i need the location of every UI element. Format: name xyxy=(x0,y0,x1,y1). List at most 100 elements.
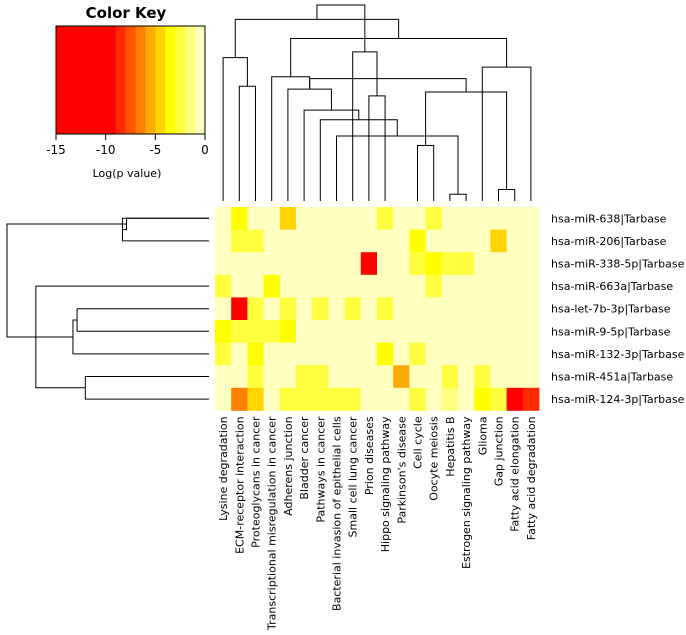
row-labels: hsa-miR-638|Tarbase hsa-miR-206|Tarbase hs… xyxy=(551,212,685,406)
row-label: hsa-let-7b-3p|Tarbase xyxy=(551,303,671,316)
heatmap-cell xyxy=(247,229,264,253)
heatmap-cell xyxy=(409,252,426,276)
dendrogram-branch xyxy=(498,189,516,201)
heatmap-cell xyxy=(231,365,248,389)
dendrogram-branch xyxy=(319,119,398,201)
column-label: Oocyte meiosis xyxy=(428,416,441,501)
heatmap-cell xyxy=(360,207,378,230)
heatmap-cell xyxy=(296,387,313,411)
heatmap-cell xyxy=(506,342,524,366)
heatmap-cell xyxy=(328,274,345,298)
dendrogram-branch xyxy=(222,57,248,201)
heatmap-cell xyxy=(425,342,443,366)
heatmap-cell xyxy=(312,387,329,411)
heatmap-cell xyxy=(409,297,426,321)
heatmap-cell xyxy=(215,297,232,321)
color-key-title: Color Key xyxy=(86,4,167,22)
heatmap-cell xyxy=(377,252,394,276)
heatmap-cell xyxy=(474,252,491,276)
heatmap-cell xyxy=(441,297,459,321)
heatmap-cell xyxy=(247,387,264,411)
heatmap-cell xyxy=(441,252,459,276)
heatmap-cell xyxy=(522,342,540,366)
row-label: hsa-miR-132-3p|Tarbase xyxy=(551,348,685,361)
heatmap-cell xyxy=(312,229,329,253)
color-key-swatch xyxy=(145,26,156,134)
dendrogram-branch xyxy=(309,78,467,92)
heatmap-cell xyxy=(441,274,459,298)
row-label: hsa-miR-638|Tarbase xyxy=(551,212,667,225)
heatmap-cell xyxy=(377,274,394,298)
row-dendrogram xyxy=(6,217,209,400)
heatmap-cell xyxy=(409,320,426,343)
heatmap-cell xyxy=(474,297,491,321)
heatmap-cell xyxy=(328,207,345,230)
column-label: Transcriptional misregulation in cancer xyxy=(266,416,279,631)
color-key-swatch xyxy=(165,26,176,134)
heatmap-cell xyxy=(263,252,281,276)
heatmap-cell xyxy=(328,320,345,343)
heatmap-cell xyxy=(360,274,378,298)
heatmap-cell xyxy=(458,229,475,253)
heatmap-cell xyxy=(312,365,329,389)
heatmap-cell xyxy=(296,342,313,366)
heatmap-cell xyxy=(263,342,281,366)
dendrogram-branch xyxy=(287,88,332,201)
heatmap-cell xyxy=(312,274,329,298)
heatmap-cell xyxy=(215,342,232,366)
heatmap-cell xyxy=(296,320,313,343)
row-label: hsa-miR-206|Tarbase xyxy=(551,235,667,248)
heatmap-cell xyxy=(344,365,362,389)
heatmap-cell xyxy=(458,207,475,230)
heatmap-cell xyxy=(247,274,264,298)
column-labels: Lysine degradation ECM-receptor interacti… xyxy=(217,416,538,631)
heatmap-cell xyxy=(425,207,443,230)
heatmap-cell xyxy=(458,342,475,366)
heatmap-cell xyxy=(312,252,329,276)
heatmap-cell xyxy=(231,229,248,253)
row-label: hsa-miR-338-5p|Tarbase xyxy=(551,258,685,271)
column-dendrogram xyxy=(222,4,532,201)
dendrogram-branch xyxy=(238,85,256,201)
heatmap-cell xyxy=(344,342,362,366)
heatmap-cell xyxy=(296,229,313,253)
heatmap-cell xyxy=(393,342,410,366)
heatmap-cell xyxy=(409,342,426,366)
heatmap-cell xyxy=(247,320,264,343)
heatmap-cell xyxy=(215,274,232,298)
heatmap-cell xyxy=(393,297,410,321)
heatmap-cell xyxy=(522,320,540,343)
heatmap-cell xyxy=(231,207,248,230)
heatmap-cell xyxy=(344,274,362,298)
heatmap-cell xyxy=(247,297,264,321)
color-key-swatch xyxy=(125,26,136,134)
heatmap-cell xyxy=(312,320,329,343)
row-label: hsa-miR-451a|Tarbase xyxy=(551,371,673,384)
heatmap-cell xyxy=(215,207,232,230)
dendrogram-branch xyxy=(6,223,127,338)
heatmap-cell xyxy=(344,297,362,321)
heatmap-cell xyxy=(312,207,329,230)
heatmap-cell xyxy=(279,207,297,230)
heatmap-cell xyxy=(344,320,362,343)
color-key-tick-label: -15 xyxy=(46,143,66,157)
column-label: Fatty acid elongation xyxy=(509,416,522,531)
heatmap-cell xyxy=(458,387,475,411)
column-label: Small cell lung cancer xyxy=(347,416,360,538)
heatmap-cell xyxy=(393,252,410,276)
heatmap-cell xyxy=(522,365,540,389)
heatmap-cell xyxy=(522,229,540,253)
heatmap-cell xyxy=(231,297,248,321)
heatmap-cell xyxy=(279,387,297,411)
heatmap-cell xyxy=(279,320,297,343)
heatmap-cell xyxy=(506,252,524,276)
column-label: Lysine degradation xyxy=(217,416,230,520)
dendrogram-branch xyxy=(352,51,378,201)
color-key-swatch xyxy=(155,26,166,134)
heatmap-cell xyxy=(377,320,394,343)
heatmap-cell xyxy=(506,274,524,298)
heatmap-cell xyxy=(409,229,426,253)
heatmap-cell xyxy=(231,320,248,343)
heatmap-cell xyxy=(474,229,491,253)
